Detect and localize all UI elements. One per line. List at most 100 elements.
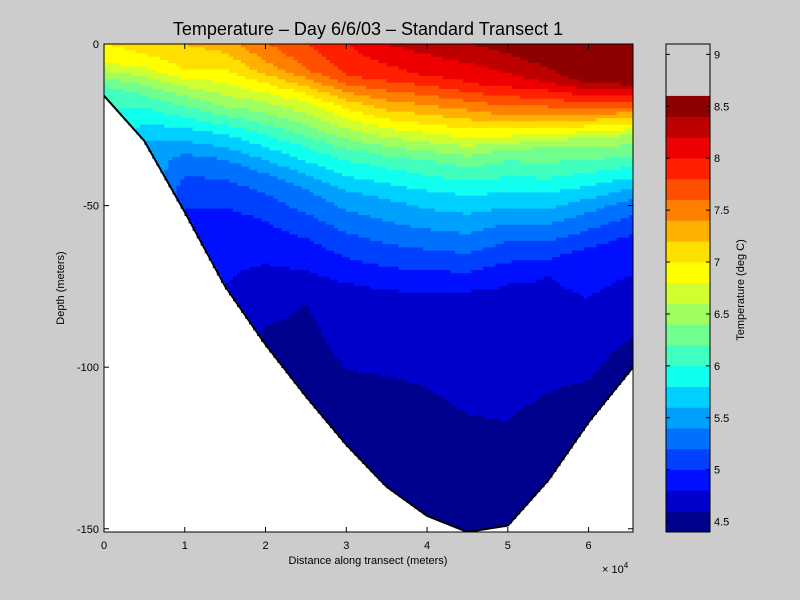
contour-cell xyxy=(281,147,286,151)
contour-cell xyxy=(321,88,327,93)
contour-cell xyxy=(132,72,137,77)
contour-cell xyxy=(297,192,303,197)
contour-cell xyxy=(321,163,327,168)
contour-cell xyxy=(241,150,246,155)
contour-cell xyxy=(257,331,262,336)
contour-cell xyxy=(342,308,347,313)
contour-cell xyxy=(261,295,266,300)
contour-cell xyxy=(237,140,242,145)
contour-cell xyxy=(317,195,323,200)
contour-cell xyxy=(342,227,347,232)
contour-cell xyxy=(180,50,186,54)
contour-cell xyxy=(313,318,319,323)
contour-cell xyxy=(180,153,186,158)
contour-cell xyxy=(337,386,343,391)
contour-cell xyxy=(261,56,266,61)
contour-cell xyxy=(321,253,327,258)
contour-cell xyxy=(220,131,226,135)
contour-cell xyxy=(200,166,206,171)
contour-cell xyxy=(212,124,218,129)
contour-cell xyxy=(329,66,335,71)
contour-cell xyxy=(354,131,359,135)
contour-cell xyxy=(228,108,234,113)
contour-cell xyxy=(220,134,226,138)
contour-cell xyxy=(289,311,295,316)
contour-cell xyxy=(144,50,149,54)
contour-cell xyxy=(224,189,230,193)
contour-cell xyxy=(350,234,355,239)
contour-cell xyxy=(350,244,355,248)
contour-cell xyxy=(232,76,238,80)
contour-cell xyxy=(216,92,222,96)
contour-cell xyxy=(273,173,278,177)
contour-cell xyxy=(245,266,250,271)
contour-cell xyxy=(136,105,141,109)
contour-cell xyxy=(281,169,286,174)
contour-cell xyxy=(309,386,315,391)
contour-cell xyxy=(176,176,181,180)
contour-cell xyxy=(354,227,359,232)
contour-cell xyxy=(301,276,307,281)
contour-cell xyxy=(273,273,278,277)
contour-cell xyxy=(200,240,206,245)
contour-cell xyxy=(309,396,315,400)
contour-cell xyxy=(362,215,367,219)
contour-cell xyxy=(313,108,319,113)
contour-cell xyxy=(329,224,335,229)
contour-cell xyxy=(362,311,367,316)
contour-cell xyxy=(342,399,347,403)
contour-cell xyxy=(277,118,282,122)
contour-cell xyxy=(301,357,307,361)
contour-cell xyxy=(309,328,315,332)
contour-cell xyxy=(132,69,137,74)
contour-cell xyxy=(152,56,157,61)
contour-cell xyxy=(305,127,311,132)
contour-cell xyxy=(212,92,218,96)
contour-cell xyxy=(273,279,278,284)
contour-cell xyxy=(301,350,307,355)
contour-cell xyxy=(309,166,315,171)
contour-cell xyxy=(346,205,351,210)
contour-cell xyxy=(321,250,327,255)
contour-cell xyxy=(249,185,254,190)
contour-cell xyxy=(358,76,363,80)
contour-cell xyxy=(184,169,190,174)
contour-cell xyxy=(285,205,291,210)
contour-cell xyxy=(241,273,246,277)
contour-cell xyxy=(261,46,266,51)
contour-cell xyxy=(136,101,141,106)
contour-cell xyxy=(281,221,286,226)
contour-cell xyxy=(285,134,291,138)
contour-cell xyxy=(293,82,299,87)
contour-cell xyxy=(342,156,347,161)
contour-cell xyxy=(281,163,286,168)
contour-cell xyxy=(261,79,266,84)
contour-cell xyxy=(196,85,202,90)
contour-cell xyxy=(289,257,295,261)
contour-cell xyxy=(277,127,282,132)
contour-cell xyxy=(216,137,222,142)
contour-cell xyxy=(245,59,250,64)
contour-cell xyxy=(281,227,286,232)
contour-cell xyxy=(346,357,351,361)
contour-cell xyxy=(337,88,343,93)
contour-cell xyxy=(111,66,117,71)
contour-cell xyxy=(358,311,363,316)
contour-cell xyxy=(301,76,307,80)
contour-cell xyxy=(321,399,327,403)
contour-cell xyxy=(346,85,351,90)
contour-cell xyxy=(301,389,307,394)
contour-cell xyxy=(148,76,153,80)
contour-cell xyxy=(281,160,286,164)
contour-cell xyxy=(160,160,165,164)
contour-cell xyxy=(313,211,319,216)
contour-cell xyxy=(301,299,307,303)
contour-cell xyxy=(204,69,210,74)
contour-cell xyxy=(253,72,258,77)
contour-cell xyxy=(362,131,367,135)
contour-cell xyxy=(305,324,311,329)
contour-cell xyxy=(200,176,206,180)
contour-cell xyxy=(257,179,262,184)
contour-cell xyxy=(269,114,274,119)
contour-cell xyxy=(293,321,299,326)
